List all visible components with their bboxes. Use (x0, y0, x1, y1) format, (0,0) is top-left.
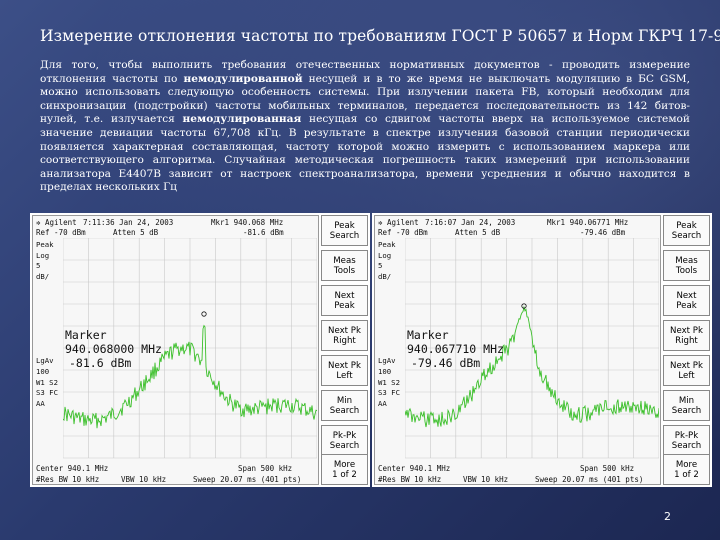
peak-search-button[interactable]: Peak Search (321, 215, 368, 246)
analyzer-display: ✲ Agilent 7:11:36 Jan 24, 2003 Mkr1 940.… (32, 215, 319, 485)
ref-level: Ref -70 dBm (36, 228, 86, 237)
status-label: S3 FC (36, 388, 58, 398)
marker-readout-freq: Mkr1 940.06771 MHz (547, 218, 629, 227)
meas-tools-button[interactable]: Meas Tools (663, 250, 710, 281)
analyzer-screenshot-right: ✲ Agilent 7:16:07 Jan 24, 2003 Mkr1 940.… (372, 213, 712, 487)
status-label: 100 (378, 366, 392, 376)
brand-text: Agilent (387, 218, 419, 227)
pk-pk-search-button[interactable]: Pk-Pk Search (321, 425, 368, 456)
grid (63, 238, 317, 459)
next-pk-right-button[interactable]: Next Pk Right (663, 320, 710, 351)
status-label: W1 S2 (378, 377, 400, 387)
status-label: AA (378, 398, 387, 408)
spectrum-trace (405, 305, 659, 428)
status-label: Peak (378, 240, 396, 249)
atten-setting: Atten 5 dB (455, 228, 501, 237)
status-label: dB/ (36, 271, 50, 281)
meas-tools-button[interactable]: Meas Tools (321, 250, 368, 281)
status-label: 5 (378, 261, 383, 271)
atten-setting: Atten 5 dB (113, 228, 159, 237)
status-label: Peak (36, 240, 54, 249)
more-button[interactable]: More 1 of 2 (663, 454, 710, 485)
marker-level: -81.6 dBm (69, 356, 132, 370)
res-bw: #Res BW 10 kHz (36, 475, 100, 484)
slide-title: Измерение отклонения частоты по требован… (40, 27, 720, 45)
marker-readout-freq: Mkr1 940.068 MHz (211, 218, 284, 227)
center-freq: Center 940.1 MHz (378, 464, 451, 473)
status-label: S3 FC (378, 388, 400, 398)
left-status-labels: Peak Log 5 dB/ LgAv 100 W1 S2 S3 FC AA (36, 240, 58, 409)
body-text-part-2: несущей и в то же время не выключать мод… (40, 72, 690, 126)
status-label: LgAv (36, 356, 54, 366)
pk-pk-search-button[interactable]: Pk-Pk Search (663, 425, 710, 456)
span: Span 500 kHz (580, 464, 635, 473)
analyzer-display: ✲ Agilent 7:16:07 Jan 24, 2003 Mkr1 940.… (374, 215, 661, 485)
vbw: VBW 10 kHz (463, 475, 509, 484)
center-freq: Center 940.1 MHz (36, 464, 109, 473)
agilent-logo: ✲ Agilent (36, 218, 77, 227)
softkey-panel: Peak Search Meas Tools Next Peak Next Pk… (321, 215, 368, 485)
sweep-time: Sweep 20.07 ms (401 pts) (535, 475, 644, 484)
body-text-part-1: Для того, чтобы выполнить требования оте… (40, 59, 690, 85)
marker-frequency: 940.067710 MHz (407, 342, 504, 356)
softkey-panel: Peak Search Meas Tools Next Peak Next Pk… (663, 215, 710, 485)
peak-search-button[interactable]: Peak Search (663, 215, 710, 246)
left-status-labels: Peak Log 5 dB/ LgAv 100 W1 S2 S3 FC AA (378, 240, 400, 409)
next-peak-button[interactable]: Next Peak (663, 285, 710, 316)
datetime: 7:11:36 Jan 24, 2003 (83, 218, 174, 227)
body-text-part-3: несущая со сдвигом частоты вверх на испо… (40, 113, 690, 194)
min-search-button[interactable]: Min Search (663, 390, 710, 421)
status-label: AA (36, 398, 45, 408)
status-label: Log (36, 250, 50, 260)
more-button[interactable]: More 1 of 2 (321, 454, 368, 485)
grid (405, 238, 659, 459)
next-pk-right-button[interactable]: Next Pk Right (321, 320, 368, 351)
marker-readout-level: -79.46 dBm (580, 228, 626, 237)
marker-readout-level: -81.6 dBm (243, 228, 284, 237)
body-bold-1: немодулированной (183, 72, 303, 85)
status-label: LgAv (378, 356, 396, 366)
next-peak-button[interactable]: Next Peak (321, 285, 368, 316)
marker-level: -79.46 dBm (411, 356, 481, 370)
sweep-time: Sweep 20.07 ms (401 pts) (193, 475, 302, 484)
min-search-button[interactable]: Min Search (321, 390, 368, 421)
analyzer-screenshot-left: ✲ Agilent 7:11:36 Jan 24, 2003 Mkr1 940.… (30, 213, 370, 487)
spectrum-plot (405, 238, 659, 459)
span: Span 500 kHz (238, 464, 293, 473)
datetime: 7:16:07 Jan 24, 2003 (425, 218, 516, 227)
marker-label: Marker (407, 328, 449, 342)
status-label: 5 (36, 261, 41, 271)
status-label: Log (378, 250, 392, 260)
marker-frequency: 940.068000 MHz (65, 342, 162, 356)
marker-annotation: Marker 940.067710 MHz -79.46 dBm (407, 328, 504, 370)
agilent-logo: ✲ Agilent (378, 218, 419, 227)
marker-symbol (201, 311, 207, 317)
spectrum-plot (63, 238, 317, 459)
marker-label: Marker (65, 328, 107, 342)
brand-text: Agilent (45, 218, 77, 227)
body-bold-2: немодулированная (182, 113, 302, 126)
status-label: 100 (36, 366, 50, 376)
status-label: dB/ (378, 271, 392, 281)
next-pk-left-button[interactable]: Next Pk Left (663, 355, 710, 386)
slide-body-text: Для того, чтобы выполнить требования оте… (40, 59, 690, 195)
vbw: VBW 10 kHz (121, 475, 167, 484)
status-label: W1 S2 (36, 377, 58, 387)
marker-symbol (521, 303, 527, 309)
ref-level: Ref -70 dBm (378, 228, 428, 237)
next-pk-left-button[interactable]: Next Pk Left (321, 355, 368, 386)
res-bw: #Res BW 10 kHz (378, 475, 442, 484)
page-number: 2 (664, 510, 671, 523)
spectrum-trace (63, 324, 317, 429)
marker-annotation: Marker 940.068000 MHz -81.6 dBm (65, 328, 162, 370)
